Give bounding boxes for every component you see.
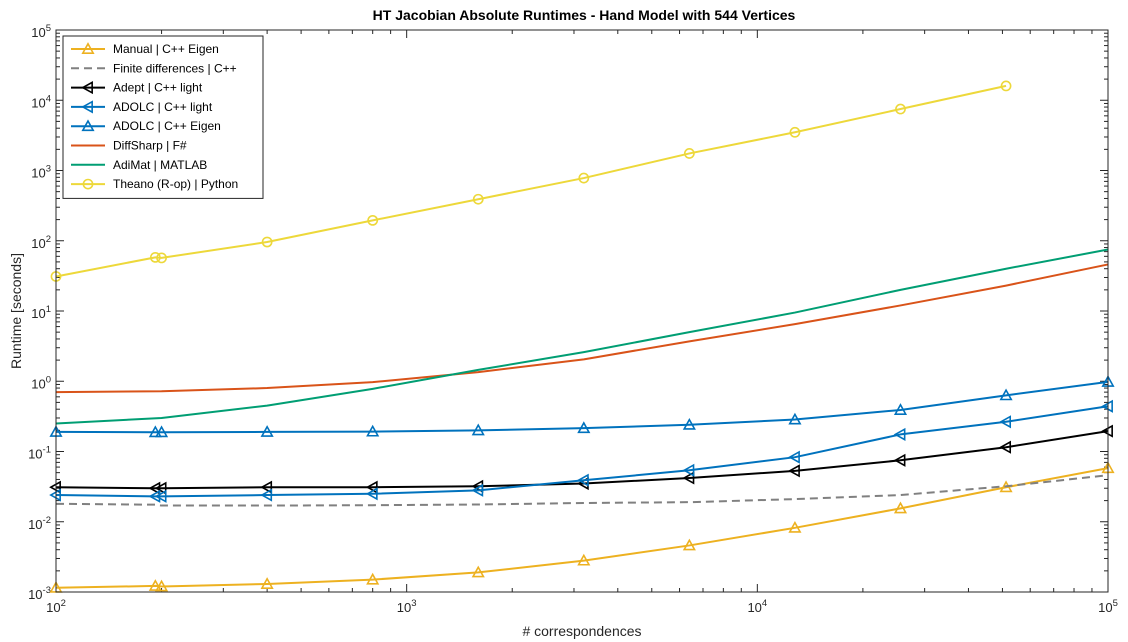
tick-label-base: 10 [31,376,45,391]
tick-label-exponent: 0 [46,374,51,385]
tick-label-exponent: 5 [46,23,51,34]
tick-label-exponent: -3 [43,585,51,596]
tick-label-base: 10 [31,236,45,251]
legend-label: Theano (R-op) | Python [113,177,238,191]
chart-title: HT Jacobian Absolute Runtimes - Hand Mod… [373,7,796,23]
legend: Manual | C++ Eigen Finite differences | C… [63,36,263,198]
tick-label-exponent: 2 [46,234,51,245]
legend-label: Adept | C++ light [113,81,203,95]
tick-label-base: 10 [28,447,42,462]
legend-label: Manual | C++ Eigen [113,42,219,56]
tick-label-base: 10 [747,600,761,615]
legend-label: Finite differences | C++ [113,61,237,75]
tick-label-base: 10 [31,95,45,110]
tick-label-exponent: 1 [46,304,51,315]
tick-label-base: 10 [397,600,411,615]
tick-label-base: 10 [46,600,60,615]
tick-label-base: 10 [31,306,45,321]
legend-label: ADOLC | C++ light [113,100,213,114]
tick-label-exponent: -1 [43,445,51,456]
tick-label-base: 10 [31,25,45,40]
y-axis-label: Runtime [seconds] [8,253,24,369]
tick-label-exponent: 2 [61,598,66,609]
legend-label: ADOLC | C++ Eigen [113,119,221,133]
tick-label-base: 10 [28,517,42,532]
tick-label-exponent: 3 [411,598,416,609]
tick-label-base: 10 [31,166,45,181]
legend-label: DiffSharp | F# [113,139,187,153]
legend-label: AdiMat | MATLAB [113,158,207,172]
x-axis-label: # correspondences [522,623,641,639]
tick-label-base: 10 [28,587,42,602]
tick-label-exponent: -2 [43,515,51,526]
tick-label-base: 10 [1098,600,1112,615]
tick-label-exponent: 4 [762,598,767,609]
tick-label-exponent: 4 [46,93,51,104]
legend-item: ADOLC | C++ light [71,100,213,114]
legend-item: Adept | C++ light [71,81,203,95]
tick-label-exponent: 5 [1113,598,1118,609]
tick-label-exponent: 3 [46,164,51,175]
